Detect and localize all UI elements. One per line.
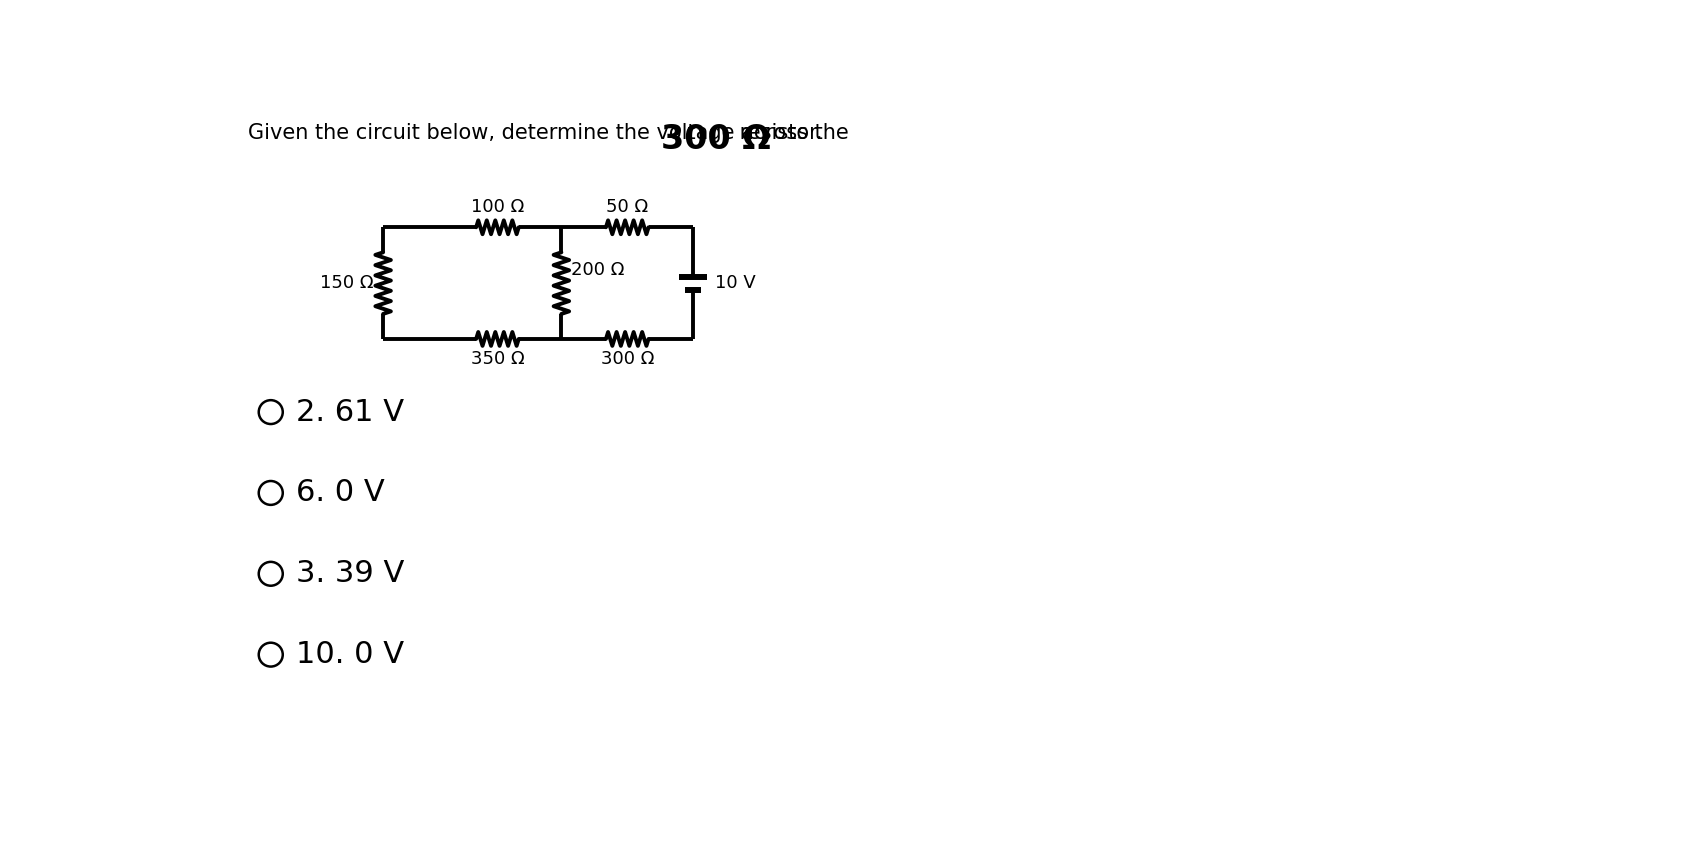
Text: 10 V: 10 V [714, 274, 755, 292]
Text: 2. 61 V: 2. 61 V [296, 398, 403, 426]
Text: Given the circuit below, determine the voltage across the: Given the circuit below, determine the v… [248, 123, 856, 143]
Text: 200 Ω: 200 Ω [570, 261, 624, 279]
Text: 10. 0 V: 10. 0 V [296, 640, 403, 669]
Text: 3. 39 V: 3. 39 V [296, 560, 403, 588]
Text: resistor.: resistor. [733, 123, 822, 143]
Text: 100 Ω: 100 Ω [471, 198, 524, 216]
Text: 6. 0 V: 6. 0 V [296, 479, 384, 507]
Text: 300 Ω: 300 Ω [662, 123, 771, 157]
Text: 350 Ω: 350 Ω [471, 350, 524, 369]
Text: 300 Ω: 300 Ω [600, 350, 653, 369]
Text: 150 Ω: 150 Ω [320, 274, 374, 292]
Text: 50 Ω: 50 Ω [606, 198, 648, 216]
